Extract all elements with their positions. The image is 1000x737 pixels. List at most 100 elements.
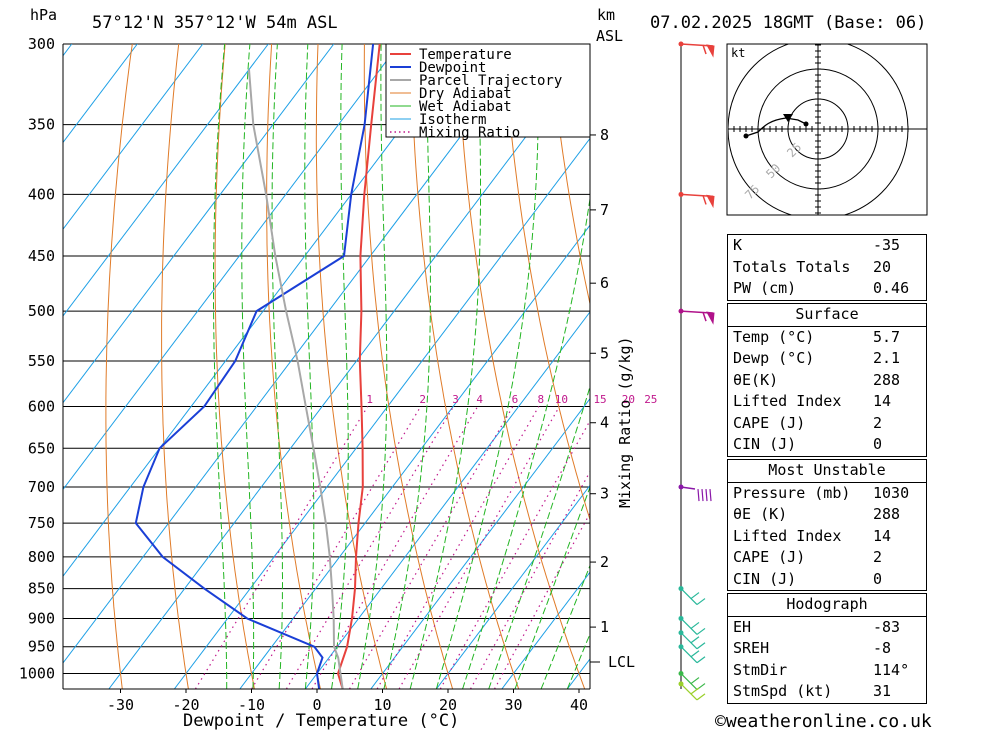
dry-adiabat-line <box>922 44 1000 689</box>
hodograph-ring-50: 50 <box>763 161 783 181</box>
mixing-ratio-label: 25 <box>644 393 657 406</box>
hodo-sreh-label: SREH <box>733 639 770 657</box>
unstable-cape-label: CAPE (J) <box>733 548 806 566</box>
dry-adiabat-line <box>315 44 388 689</box>
wind-barb-feather <box>697 488 700 502</box>
hodo-stmspd-label: StmSpd (kt) <box>733 682 833 700</box>
height-tick-label: 5 <box>600 344 609 362</box>
mixing-ratio-line <box>285 406 455 689</box>
surface-cape-row: CAPE (J) 2 <box>728 413 926 435</box>
wind-barb <box>678 630 706 650</box>
copyright-text: ©weatheronline.co.uk <box>715 711 932 732</box>
wind-barb-flag <box>706 44 715 58</box>
wind-barb-shaft <box>680 632 698 650</box>
parcel-trajectory-profile <box>248 69 344 689</box>
wind-barb-feather <box>705 488 708 502</box>
dry-adiabat-line <box>968 44 1000 689</box>
surface-cape-value: 2 <box>873 413 883 432</box>
mixing-ratio-label: 1 <box>366 393 373 406</box>
hodograph-ring-25: 25 <box>784 140 804 160</box>
height-tick-label: 4 <box>600 414 609 432</box>
wet-adiabat-line <box>435 44 540 689</box>
legend-parcel: Parcel Trajectory <box>419 73 562 89</box>
dewpoint-profile <box>134 44 375 689</box>
unstable-cape-value: 2 <box>873 548 883 566</box>
wet-adiabat-line <box>462 195 590 689</box>
hodo-eh-row: EH -83 <box>728 617 926 639</box>
dry-adiabat-line <box>410 44 520 689</box>
wind-barb-feather <box>690 650 700 658</box>
unstable-pressure-label: Pressure (mb) <box>733 483 851 502</box>
temperature-tick-label: -10 <box>238 696 265 714</box>
height-tick-label: 6 <box>600 274 609 292</box>
height-tick-label: 7 <box>600 201 609 219</box>
index-pw-row: PW (cm) 0.46 <box>728 278 926 300</box>
mixing-ratio-label: 20 <box>622 393 635 406</box>
wet-adiabat-line <box>383 44 431 689</box>
temperature-tick-label: 0 <box>312 696 321 714</box>
height-tick-label: 3 <box>600 485 609 503</box>
wind-barb-feather <box>696 627 706 635</box>
mixing-ratio-label: 8 <box>537 393 544 406</box>
mixing-ratio-label: 4 <box>476 393 483 406</box>
unstable-cape-row: CAPE (J) 2 <box>728 547 926 569</box>
wind-barb-feather <box>696 693 706 701</box>
surface-cin-value: 0 <box>873 435 883 453</box>
wind-barb-feather <box>709 488 712 502</box>
wind-barb-feather <box>690 636 700 644</box>
surface-theta-row: θE(K) 288 <box>728 370 926 392</box>
wet-adiabat-line <box>514 485 590 689</box>
wind-barb <box>678 308 715 325</box>
datetime-title: 07.02.2025 18GMT (Base: 06) <box>650 13 926 33</box>
hpa-axis-label: hPa <box>30 6 57 24</box>
mixing-ratio-label: 10 <box>555 393 568 406</box>
wind-barb-shaft <box>680 673 698 690</box>
isotherm-line <box>63 44 400 491</box>
wind-barb <box>678 615 706 635</box>
surface-title: Surface <box>728 304 926 327</box>
dry-adiabat-line <box>503 44 590 522</box>
wind-barb <box>678 191 715 209</box>
hodograph-point <box>803 121 809 127</box>
mixing-ratio-label: 3 <box>452 393 459 406</box>
dry-adiabat-line <box>363 44 454 689</box>
wind-barb-feather <box>702 311 707 322</box>
surface-temp-row: Temp (°C) 5.7 <box>728 327 926 349</box>
surface-temp-value: 5.7 <box>873 327 901 346</box>
wind-barb-shaft <box>680 618 698 635</box>
wind-barb <box>678 586 706 606</box>
surface-table: Surface Temp (°C) 5.7 Dewp (°C) 2.1 θE(K) 2… <box>727 303 927 457</box>
unstable-li-label: Lifted Index <box>733 526 842 545</box>
wind-barb-flag <box>706 194 715 209</box>
index-pw-value: 0.46 <box>873 279 910 297</box>
wind-barb-feather <box>696 656 706 664</box>
pressure-tick-label: 650 <box>28 439 55 457</box>
hodo-table-title: Hodograph <box>728 594 926 617</box>
index-totals-row: Totals Totals 20 <box>728 257 926 279</box>
dry-adiabat-line <box>214 44 255 689</box>
wet-adiabat-line <box>331 44 349 689</box>
surface-dewp-label: Dewp (°C) <box>733 349 815 367</box>
dry-adiabat-line <box>456 44 586 689</box>
pressure-tick-label: 800 <box>28 548 55 566</box>
surface-temp-label: Temp (°C) <box>733 327 815 346</box>
isotherm-line <box>435 484 590 689</box>
hodograph-frame <box>726 43 928 216</box>
dry-adiabat-line <box>549 44 590 307</box>
surface-dewp-value: 2.1 <box>873 349 901 367</box>
hodograph-table: Hodograph EH -83 SREH -8 StmDir 114° StmSpd… <box>727 593 927 704</box>
wind-barb-shaft <box>680 486 696 490</box>
legend: Temperature Dewpoint Parcel Trajectory D… <box>385 43 591 141</box>
location-title: 57°12'N 357°12'W 54m ASL <box>92 13 338 33</box>
wind-barb <box>678 644 706 664</box>
pressure-tick-label: 450 <box>28 247 55 265</box>
wind-barb-shaft <box>680 683 698 701</box>
unstable-pressure-row: Pressure (mb) 1030 <box>728 483 926 505</box>
surface-li-label: Lifted Index <box>733 392 842 410</box>
pressure-tick-label: 300 <box>28 35 55 53</box>
hodograph-ring-75: 75 <box>742 182 762 202</box>
wet-adiabat-line <box>213 44 228 689</box>
hodo-stmspd-row: StmSpd (kt) 31 <box>728 681 926 703</box>
isotherm-line <box>63 44 466 578</box>
